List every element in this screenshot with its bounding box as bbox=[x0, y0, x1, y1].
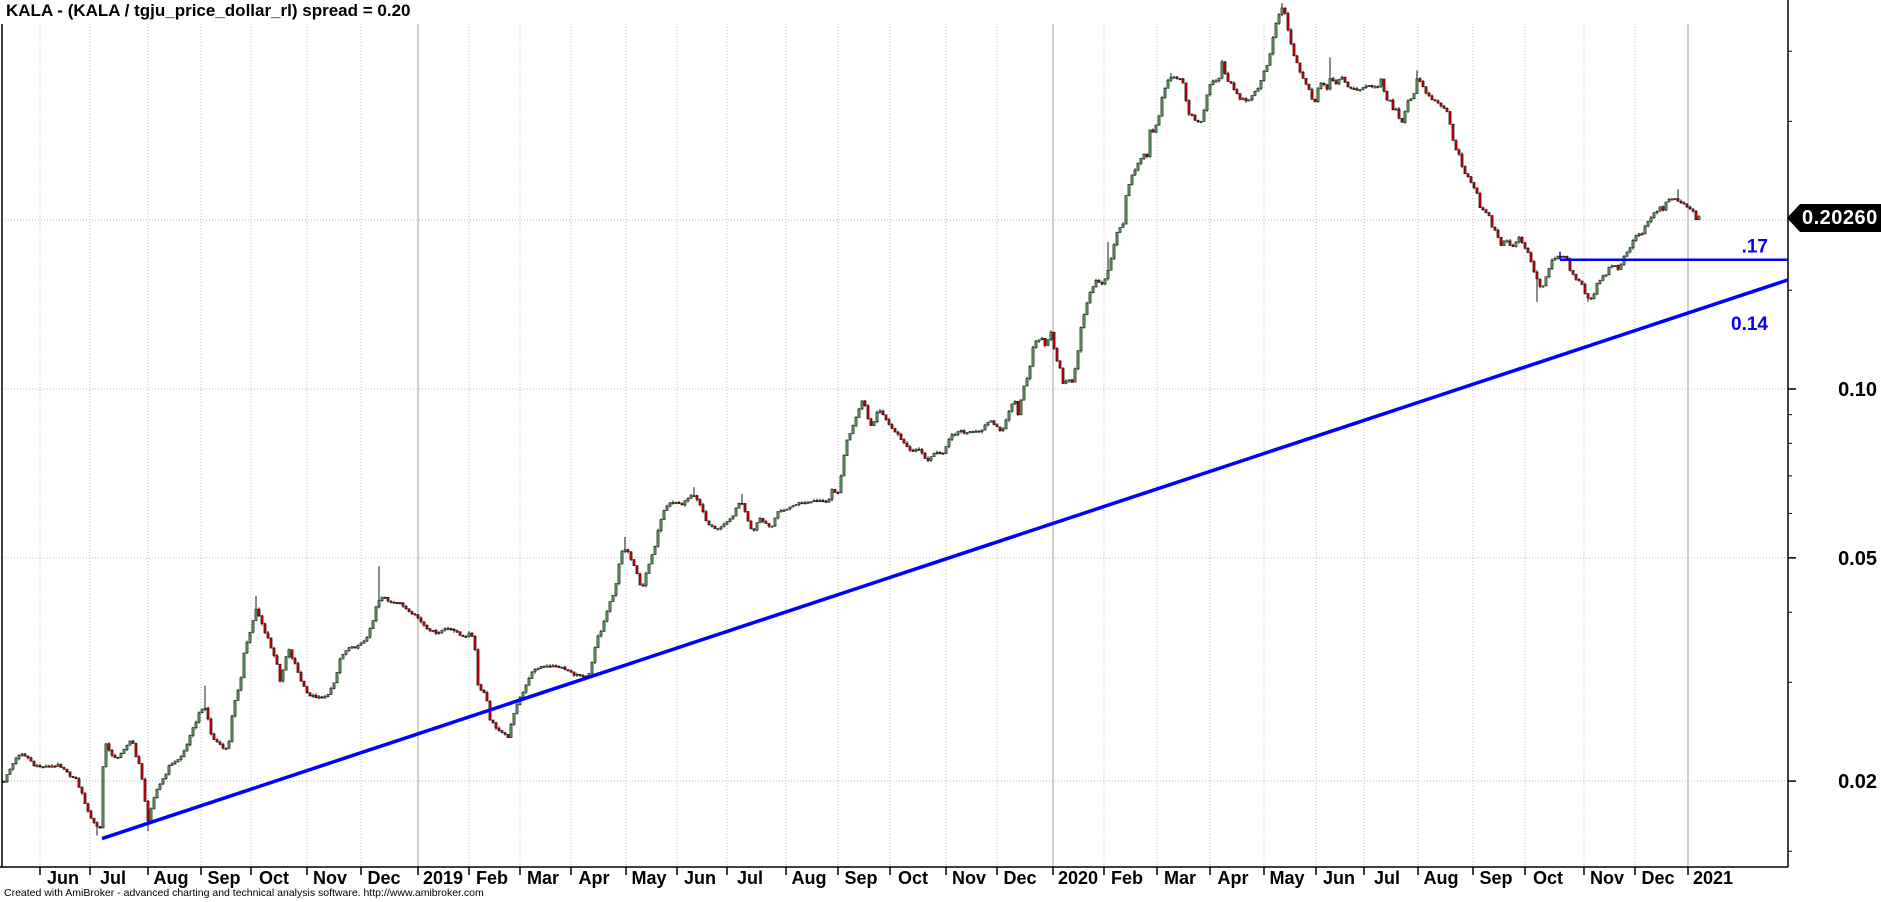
x-axis-month-label: Dec bbox=[1003, 868, 1036, 888]
x-axis-month-label: Nov bbox=[952, 868, 986, 888]
x-axis-month-label: Oct bbox=[898, 868, 928, 888]
amibroker-credit-text: Created with AmiBroker - advanced charti… bbox=[4, 887, 484, 899]
last-price-tag: 0.20260 bbox=[1787, 204, 1881, 232]
x-axis-month-label: Feb bbox=[476, 868, 508, 888]
hline-value-label: .17 bbox=[1742, 237, 1768, 258]
price-tag-arrow-icon bbox=[1787, 204, 1800, 232]
x-axis-month-label: Oct bbox=[1533, 868, 1563, 888]
x-axis-month-label: Jul bbox=[1374, 868, 1400, 888]
x-axis-month-label: Nov bbox=[313, 868, 347, 888]
x-axis-month-label: Sep bbox=[207, 868, 240, 888]
last-price-value: 0.20260 bbox=[1800, 204, 1881, 232]
x-axis-month-label: Apr bbox=[579, 868, 610, 888]
x-axis-month-label: Sep bbox=[1479, 868, 1512, 888]
gridlines bbox=[2, 24, 1788, 867]
x-axis-month-label: Aug bbox=[792, 868, 827, 888]
x-axis-month-label: Feb bbox=[1111, 868, 1143, 888]
x-axis-month-label: Jun bbox=[684, 868, 716, 888]
x-axis-year-label: 2019 bbox=[423, 868, 463, 888]
x-axis-month-label: Mar bbox=[527, 868, 559, 888]
x-axis-year-label: 2021 bbox=[1693, 868, 1733, 888]
x-axis-month-label: Oct bbox=[259, 868, 289, 888]
drawn-lines-layer: 0.14 .17 bbox=[101, 237, 1789, 841]
x-axis-month-label: Aug bbox=[1424, 868, 1459, 888]
x-axis-month-label: Nov bbox=[1590, 868, 1624, 888]
x-axis-month-label: May bbox=[631, 868, 666, 888]
x-axis-month-label: Dec bbox=[367, 868, 400, 888]
chart-title: KALA - (KALA / tgju_price_dollar_rl) spr… bbox=[6, 1, 411, 20]
candles-layer bbox=[2, 3, 1701, 836]
x-axis-month-label: Dec bbox=[1641, 868, 1674, 888]
x-axis-month-label: Sep bbox=[844, 868, 877, 888]
trendline bbox=[101, 278, 1789, 841]
x-axis-month-label: Jul bbox=[737, 868, 763, 888]
x-axis-month-label: Apr bbox=[1218, 868, 1249, 888]
trendline-value-label: 0.14 bbox=[1731, 314, 1768, 335]
x-axis-month-label: Mar bbox=[1164, 868, 1196, 888]
y-axis-tick-label: 0.05 bbox=[1838, 548, 1877, 570]
x-axis-month-label: Jun bbox=[47, 868, 79, 888]
x-axis-year-label: 2020 bbox=[1058, 868, 1098, 888]
x-axis-month-label: May bbox=[1269, 868, 1304, 888]
y-axis-tick-label: 0.02 bbox=[1838, 771, 1877, 793]
x-axis-month-label: Jun bbox=[1323, 868, 1355, 888]
y-axis-tick-label: 0.10 bbox=[1838, 379, 1877, 401]
x-axis-month-label: Jul bbox=[100, 868, 126, 888]
x-axis-month-label: Aug bbox=[154, 868, 189, 888]
